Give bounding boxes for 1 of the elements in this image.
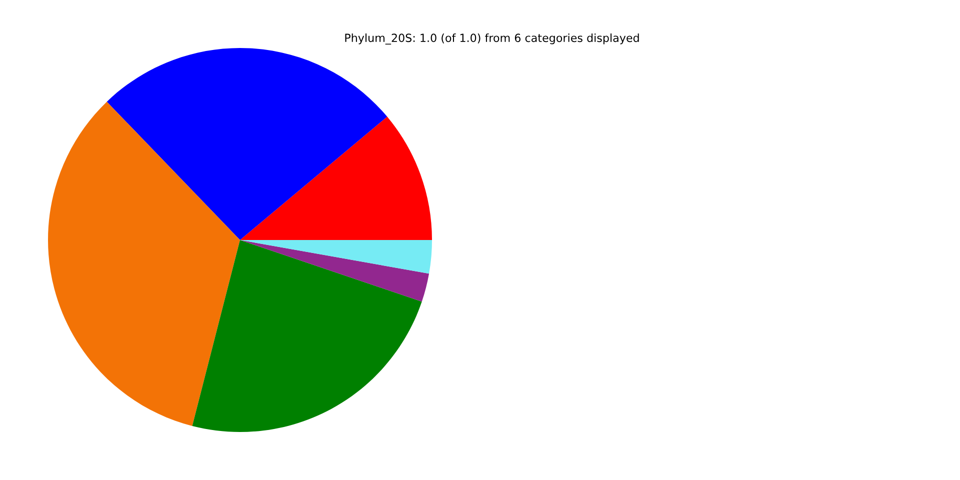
text: Phylum_20S: 1.0 (of 1.0) from 6 categories displayed (345, 33, 639, 45)
